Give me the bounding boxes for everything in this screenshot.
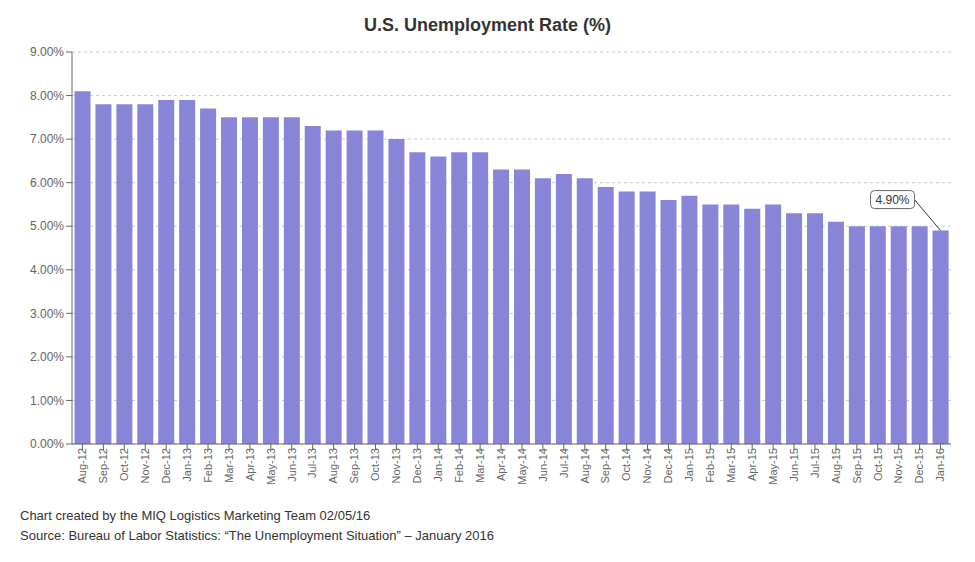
svg-text:Sep-13: Sep-13 xyxy=(348,448,360,483)
svg-text:4.90%: 4.90% xyxy=(876,193,910,207)
svg-text:Mar-15: Mar-15 xyxy=(725,448,737,483)
svg-text:Apr-14: Apr-14 xyxy=(495,448,507,481)
svg-text:Jan-15: Jan-15 xyxy=(683,448,695,482)
svg-text:Oct-13: Oct-13 xyxy=(369,448,381,481)
svg-text:May-15: May-15 xyxy=(767,448,779,485)
svg-text:Jan-16: Jan-16 xyxy=(934,448,946,482)
svg-text:3.00%: 3.00% xyxy=(30,307,64,321)
svg-text:Jul-15: Jul-15 xyxy=(809,448,821,478)
svg-text:Mar-14: Mar-14 xyxy=(474,448,486,483)
svg-text:Nov-14: Nov-14 xyxy=(641,448,653,483)
svg-text:Feb-14: Feb-14 xyxy=(453,448,465,483)
html-text:U.S. Unemployment Rate (%): U.S. Unemployment Rate (%) xyxy=(364,15,611,35)
html-text:Chart created by the MIQ Logis: Chart created by the MIQ Logistics Marke… xyxy=(20,508,371,523)
svg-text:Aug-13: Aug-13 xyxy=(327,448,339,483)
svg-text:Apr-13: Apr-13 xyxy=(244,448,256,481)
svg-text:Jan-14: Jan-14 xyxy=(432,448,444,482)
svg-text:6.00%: 6.00% xyxy=(30,176,64,190)
html-text:Source: Bureau of Labor Statis: Source: Bureau of Labor Statistics: “The… xyxy=(20,528,494,543)
svg-text:May-13: May-13 xyxy=(265,448,277,485)
svg-text:May-14: May-14 xyxy=(516,448,528,485)
svg-text:Sep-14: Sep-14 xyxy=(599,448,611,483)
svg-text:9.00%: 9.00% xyxy=(30,45,64,59)
svg-text:Jul-14: Jul-14 xyxy=(558,448,570,478)
svg-text:Dec-14: Dec-14 xyxy=(662,448,674,483)
svg-text:0.00%: 0.00% xyxy=(30,437,64,451)
svg-text:Jun-13: Jun-13 xyxy=(286,448,298,482)
svg-text:Jun-15: Jun-15 xyxy=(788,448,800,482)
svg-text:5.00%: 5.00% xyxy=(30,219,64,233)
svg-text:Aug-14: Aug-14 xyxy=(579,448,591,483)
svg-text:Apr-15: Apr-15 xyxy=(746,448,758,481)
svg-text:Feb-15: Feb-15 xyxy=(704,448,716,483)
svg-text:Aug-15: Aug-15 xyxy=(830,448,842,483)
svg-text:Mar-13: Mar-13 xyxy=(223,448,235,483)
svg-text:4.00%: 4.00% xyxy=(30,263,64,277)
svg-text:Nov-13: Nov-13 xyxy=(390,448,402,483)
svg-text:2.00%: 2.00% xyxy=(30,350,64,364)
svg-text:7.00%: 7.00% xyxy=(30,132,64,146)
svg-text:Nov-12: Nov-12 xyxy=(139,448,151,483)
svg-text:Oct-12: Oct-12 xyxy=(118,448,130,481)
svg-text:1.00%: 1.00% xyxy=(30,394,64,408)
svg-text:Sep-12: Sep-12 xyxy=(97,448,109,483)
svg-text:Aug-12: Aug-12 xyxy=(76,448,88,483)
svg-text:Jun-14: Jun-14 xyxy=(537,448,549,482)
svg-text:Nov-15: Nov-15 xyxy=(892,448,904,483)
svg-text:Dec-12: Dec-12 xyxy=(160,448,172,483)
svg-text:8.00%: 8.00% xyxy=(30,89,64,103)
svg-text:Jan-13: Jan-13 xyxy=(181,448,193,482)
svg-text:Oct-14: Oct-14 xyxy=(620,448,632,481)
svg-text:Jul-13: Jul-13 xyxy=(306,448,318,478)
svg-text:Dec-15: Dec-15 xyxy=(913,448,925,483)
svg-text:Sep-15: Sep-15 xyxy=(851,448,863,483)
svg-text:Dec-13: Dec-13 xyxy=(411,448,423,483)
svg-text:Oct-15: Oct-15 xyxy=(872,448,884,481)
svg-text:Feb-13: Feb-13 xyxy=(202,448,214,483)
